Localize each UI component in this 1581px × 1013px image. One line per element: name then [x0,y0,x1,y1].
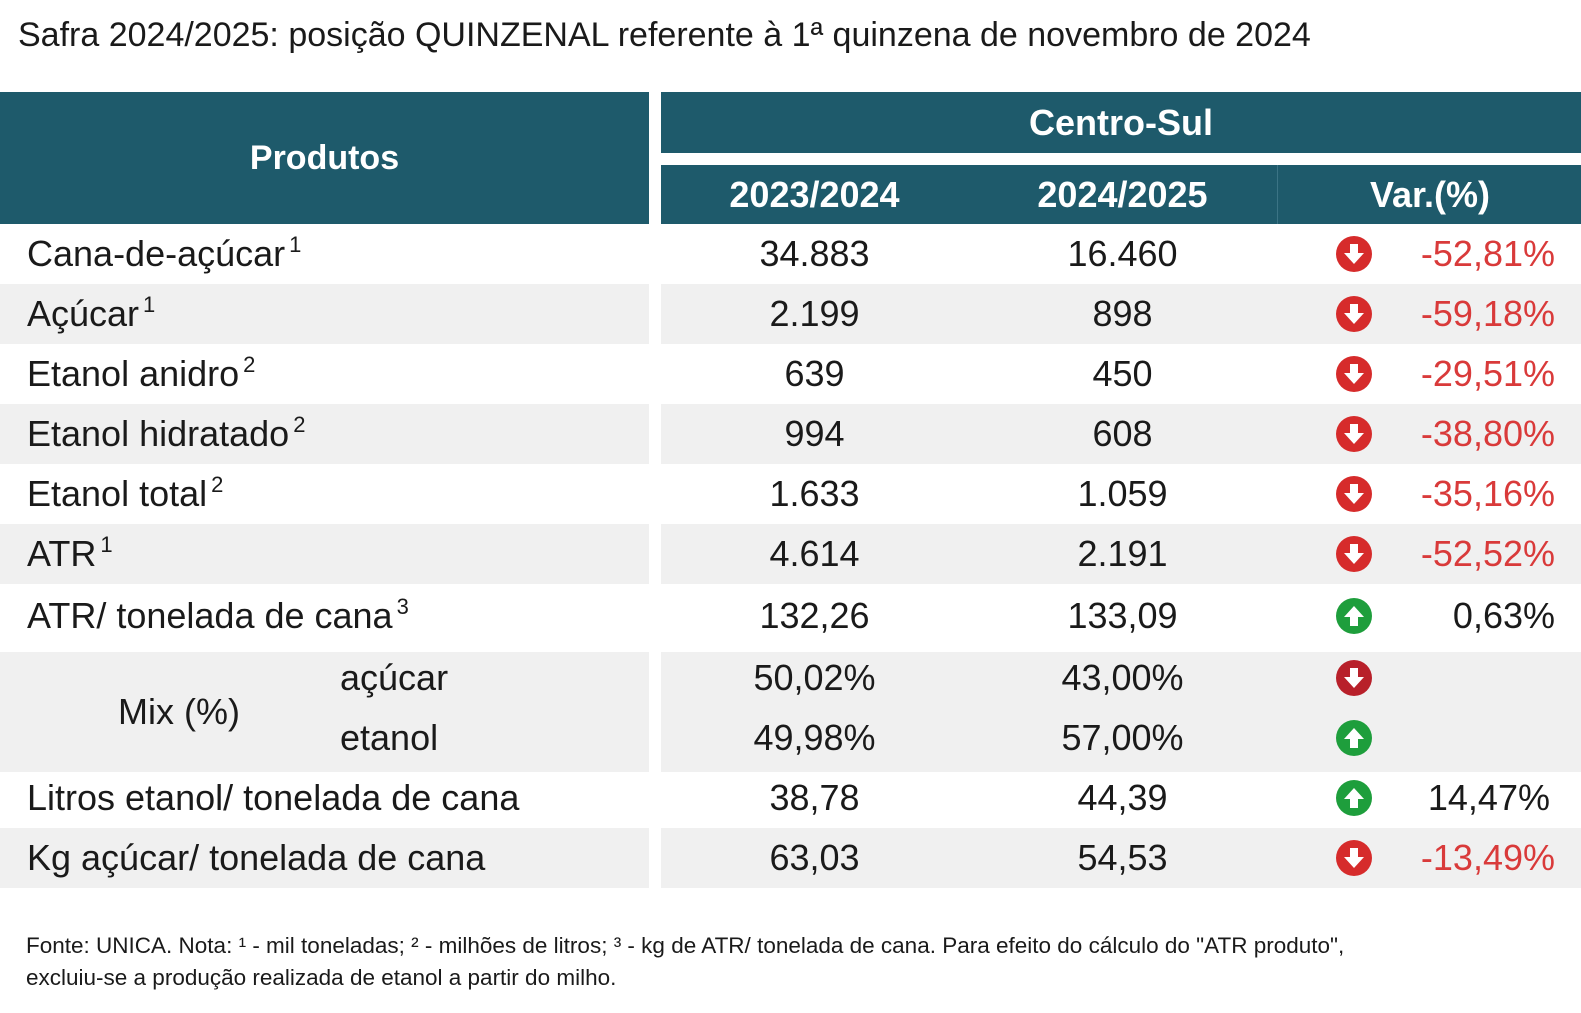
value-2023-2024: 34.883 [759,233,870,274]
footnote: Fonte: UNICA. Nota: ¹ - mil toneladas; ²… [26,930,1566,994]
table-row: Cana-de-açúcar 1 34.883 16.460 -52,81% [0,224,1581,284]
variation-value: -35,16% [1420,473,1555,514]
value-2023-2024: 4.614 [769,533,860,574]
value-2023-2024: 639 [784,353,845,394]
variation-value: 14,47% [1427,777,1550,818]
row-label: Cana-de-açúcar 1 [27,232,302,274]
row-label: Kg açúcar/ tonelada de cana [27,837,486,878]
row-label: ATR/ tonelada de cana 3 [27,594,409,636]
row-label: Etanol total 2 [27,472,224,514]
value-2023-2024: 1.633 [769,473,860,514]
mix-acucar-label: açúcar [340,657,449,698]
header-col-2024-2025: 2024/2025 [968,165,1277,224]
value-2024-2025: 133,09 [1067,595,1178,636]
value-2024-2025: 898 [1092,293,1153,334]
variation-value: 0,63% [1452,595,1555,636]
arrow-down-icon [1336,356,1372,392]
value-2023-2024: 63,03 [769,837,860,878]
arrow-down-icon [1336,416,1372,452]
table-row: Kg açúcar/ tonelada de cana 63,03 54,53 … [0,828,1581,888]
variation-value: -52,52% [1420,533,1555,574]
value-2024-2025: 1.059 [1077,473,1168,514]
header-col-var: Var.(%) [1277,165,1581,224]
arrow-down-icon [1336,840,1372,876]
arrow-down-icon [1336,536,1372,572]
arrow-up-icon [1336,780,1372,816]
value-2024-2025: 450 [1092,353,1153,394]
variation-value: -59,18% [1420,293,1555,334]
arrow-down-icon [1336,660,1372,696]
value-2024-2025: 54,53 [1077,837,1168,878]
table-row: ATR 1 4.614 2.191 -52,52% [0,524,1581,584]
value-2023-2024: 132,26 [759,595,870,636]
variation-value: -38,80% [1420,413,1555,454]
arrow-down-icon [1336,476,1372,512]
row-label: Litros etanol/ tonelada de cana [27,777,520,818]
mix-block: Mix (%) açúcar etanol 50,02% 43,00% 49,9… [0,652,1581,772]
arrow-up-icon [1336,598,1372,634]
footnote-line-1: Fonte: UNICA. Nota: ¹ - mil toneladas; ²… [26,933,1345,958]
header-produtos: Produtos [0,92,649,224]
mix-etanol-2023-2024: 49,98% [753,717,876,758]
page-title: Safra 2024/2025: posição QUINZENAL refer… [18,16,1311,54]
value-2024-2025: 16.460 [1067,233,1178,274]
value-2024-2025: 44,39 [1077,777,1168,818]
table-row: Etanol anidro 2 639 450 -29,51% [0,344,1581,404]
mix-acucar-2024-2025: 43,00% [1061,657,1184,698]
table-row: ATR/ tonelada de cana 3 132,26 133,09 0,6… [0,586,1581,646]
arrow-down-icon [1336,296,1372,332]
arrow-down-icon [1336,236,1372,272]
table-row: Etanol hidratado 2 994 608 -38,80% [0,404,1581,464]
footnote-line-2: excluiu-se a produção realizada de etano… [26,965,617,990]
variation-value: -52,81% [1420,233,1555,274]
mix-label: Mix (%) [118,691,240,732]
table-row: Litros etanol/ tonelada de cana 38,78 44… [0,768,1581,828]
value-2023-2024: 38,78 [769,777,860,818]
mix-etanol-2024-2025: 57,00% [1061,717,1184,758]
value-2023-2024: 2.199 [769,293,860,334]
mix-acucar-2023-2024: 50,02% [753,657,876,698]
variation-value: -29,51% [1420,353,1555,394]
value-2024-2025: 2.191 [1077,533,1168,574]
table-row: Etanol total 2 1.633 1.059 -35,16% [0,464,1581,524]
value-2024-2025: 608 [1092,413,1153,454]
row-label: Açúcar 1 [27,292,156,334]
value-2023-2024: 994 [784,413,845,454]
header-region: Centro-Sul [661,92,1581,153]
variation-value: -13,49% [1420,837,1555,878]
row-label: Etanol anidro 2 [27,352,256,394]
row-label: Etanol hidratado 2 [27,412,306,454]
arrow-up-icon [1336,720,1372,756]
header-col-2023-2024: 2023/2024 [661,165,968,224]
table-row: Açúcar 1 2.199 898 -59,18% [0,284,1581,344]
mix-etanol-label: etanol [340,717,439,758]
row-label: ATR 1 [27,532,113,574]
